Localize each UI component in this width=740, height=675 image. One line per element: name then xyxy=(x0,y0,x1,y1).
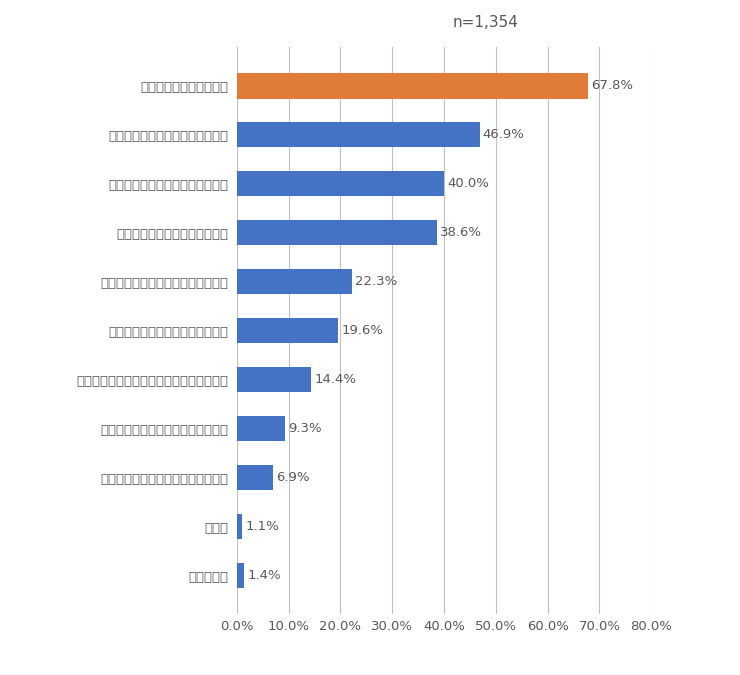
Bar xyxy=(237,318,338,344)
Bar xyxy=(237,514,243,539)
Text: 40.0%: 40.0% xyxy=(447,178,489,190)
Text: 14.4%: 14.4% xyxy=(314,373,357,386)
Bar xyxy=(237,269,352,294)
Bar xyxy=(237,563,244,589)
Text: 67.8%: 67.8% xyxy=(591,79,633,92)
Bar xyxy=(237,465,272,491)
Bar xyxy=(237,220,437,246)
Bar xyxy=(237,122,480,148)
Text: n=1,354: n=1,354 xyxy=(452,16,519,30)
Bar xyxy=(237,416,285,441)
Text: 46.9%: 46.9% xyxy=(483,128,525,141)
Bar xyxy=(237,171,444,196)
Text: 6.9%: 6.9% xyxy=(276,471,309,484)
Bar xyxy=(237,73,588,99)
Text: 22.3%: 22.3% xyxy=(355,275,397,288)
Text: 9.3%: 9.3% xyxy=(288,423,322,435)
Bar xyxy=(237,367,312,392)
Text: 1.4%: 1.4% xyxy=(247,569,280,583)
Text: 1.1%: 1.1% xyxy=(246,520,280,533)
Text: 19.6%: 19.6% xyxy=(341,324,383,338)
Text: 38.6%: 38.6% xyxy=(440,226,482,239)
